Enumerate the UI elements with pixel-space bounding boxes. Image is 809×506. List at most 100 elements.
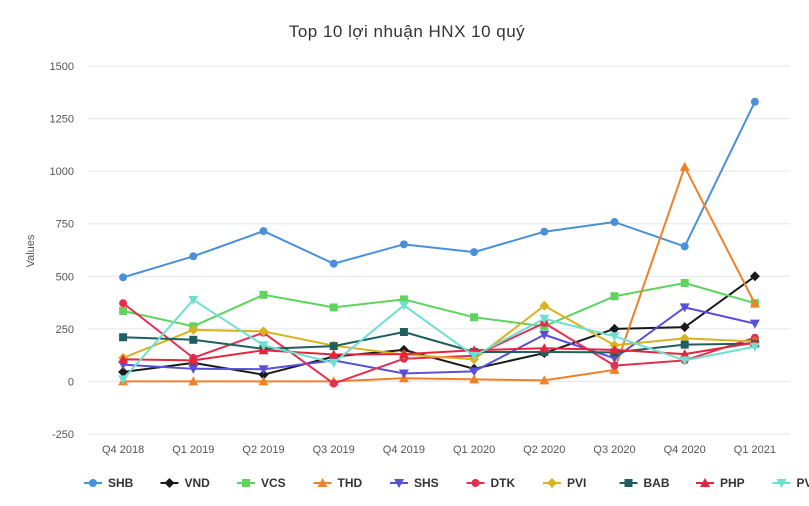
data-point: [679, 161, 690, 171]
x-tick-label: Q3 2020: [593, 444, 635, 456]
legend-marker: [547, 478, 557, 488]
data-point: [398, 369, 409, 379]
y-tick-labels: -250 0 250 500 750 1000 1250 1500: [50, 61, 74, 441]
legend-label: VCS: [261, 476, 286, 490]
data-point: [469, 351, 480, 361]
data-point: [609, 332, 620, 342]
data-point: [540, 227, 549, 236]
data-point: [118, 366, 129, 377]
data-point: [679, 322, 690, 333]
data-point: [188, 376, 199, 386]
series-shb: [119, 97, 759, 282]
y-tick-label: 250: [56, 324, 74, 336]
legend-item-vnd: VND: [160, 476, 210, 490]
legend-label: DTK: [491, 476, 516, 490]
data-point: [189, 335, 198, 344]
data-point: [609, 344, 620, 354]
legend-marker: [89, 479, 97, 487]
data-point: [469, 374, 480, 384]
data-point: [469, 367, 480, 377]
data-point: [398, 301, 409, 311]
series-line: [122, 304, 755, 361]
data-point: [188, 295, 199, 305]
y-tick-label: 0: [68, 376, 74, 388]
series-line: [123, 341, 756, 362]
data-point: [259, 227, 268, 236]
legend-label: PHP: [720, 476, 745, 490]
legend-marker: [394, 479, 404, 488]
data-point: [680, 340, 689, 349]
data-point: [119, 273, 128, 282]
data-point: [539, 314, 550, 324]
data-point: [258, 376, 269, 386]
data-point: [679, 303, 690, 313]
legend-marker: [776, 479, 787, 488]
data-point: [680, 279, 689, 288]
series-line: [122, 298, 756, 380]
legend-marker: [242, 479, 250, 487]
y-tick-label: 1000: [50, 166, 74, 178]
x-tick-label: Q3 2019: [313, 444, 355, 456]
y-axis-label: Values: [25, 234, 37, 267]
data-point: [258, 369, 269, 380]
data-point: [188, 364, 199, 374]
data-point: [118, 375, 129, 385]
data-point: [539, 343, 550, 353]
x-tick-labels: Q4 2018 Q1 2019 Q2 2019 Q3 2019 Q4 2019 Q1 20…: [102, 444, 776, 456]
data-point: [329, 259, 338, 268]
chart-title: Top 10 lợi nhuận HNX 10 quý: [289, 22, 525, 41]
data-point: [399, 328, 408, 337]
legend-label: SHB: [108, 476, 134, 490]
data-point: [749, 298, 760, 308]
series-shs: [118, 303, 760, 379]
data-point: [539, 330, 550, 340]
x-tick-label: Q4 2020: [664, 444, 706, 456]
series-line: [122, 282, 756, 328]
legend-marker: [624, 479, 633, 487]
data-point: [609, 354, 620, 364]
x-tick-label: Q1 2020: [453, 444, 495, 456]
data-point: [749, 342, 760, 352]
series-line: [123, 165, 756, 383]
data-point: [328, 358, 339, 368]
x-tick-label: Q1 2019: [172, 444, 214, 456]
data-point: [610, 218, 619, 227]
data-point: [680, 242, 689, 251]
data-point: [399, 240, 408, 249]
data-point: [470, 313, 479, 322]
data-point: [329, 379, 338, 388]
legend-label: PVI: [567, 476, 586, 490]
data-point: [399, 295, 408, 304]
legend-marker: [317, 478, 328, 487]
data-point: [189, 252, 198, 261]
data-point: [539, 300, 550, 311]
y-tick-label: 1250: [50, 114, 74, 126]
legend-item-pvs: PVS: [772, 476, 809, 490]
legend-marker: [164, 478, 175, 488]
data-point: [328, 349, 339, 359]
data-point: [610, 292, 619, 301]
legend-item-dtk: DTK: [466, 476, 516, 490]
x-tick-label: Q2 2020: [523, 444, 565, 456]
data-point: [119, 306, 128, 315]
data-point: [119, 333, 128, 342]
x-tick-label: Q1 2021: [734, 444, 776, 456]
data-point: [118, 354, 129, 364]
legend-label: PVS: [797, 476, 809, 490]
legend-item-bab: BAB: [619, 476, 670, 490]
legend-item-shs: SHS: [390, 476, 439, 490]
legend-item-vcs: VCS: [237, 476, 286, 490]
data-point: [539, 375, 550, 385]
series-line: [123, 306, 756, 375]
legend-item-thd: THD: [313, 476, 363, 490]
x-tick-label: Q4 2018: [102, 444, 144, 456]
legend-marker: [471, 479, 480, 487]
x-tick-label: Q4 2019: [383, 444, 425, 456]
legend-label: THD: [338, 476, 363, 490]
legend: SHB VND VCS THD SHS DTK PVI BAB PHP PVS: [84, 476, 809, 490]
y-tick-label: 1500: [50, 61, 74, 73]
data-point: [679, 356, 690, 366]
legend-label: SHS: [414, 476, 439, 490]
data-point: [258, 341, 269, 351]
data-point: [119, 299, 128, 308]
